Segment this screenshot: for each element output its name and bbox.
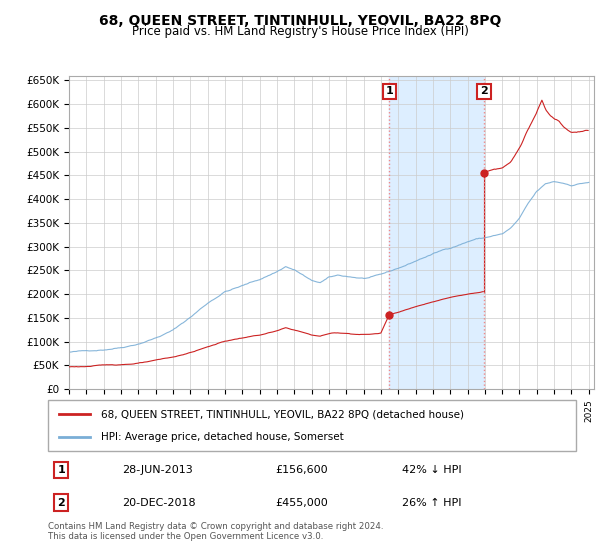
Text: 1: 1 xyxy=(58,465,65,475)
Text: 28-JUN-2013: 28-JUN-2013 xyxy=(122,465,193,475)
Text: 2: 2 xyxy=(58,498,65,507)
Text: 68, QUEEN STREET, TINTINHULL, YEOVIL, BA22 8PQ (detached house): 68, QUEEN STREET, TINTINHULL, YEOVIL, BA… xyxy=(101,409,464,419)
Text: 26% ↑ HPI: 26% ↑ HPI xyxy=(402,498,461,507)
Text: HPI: Average price, detached house, Somerset: HPI: Average price, detached house, Some… xyxy=(101,432,344,442)
Text: £455,000: £455,000 xyxy=(275,498,328,507)
Text: 68, QUEEN STREET, TINTINHULL, YEOVIL, BA22 8PQ: 68, QUEEN STREET, TINTINHULL, YEOVIL, BA… xyxy=(99,14,501,28)
Bar xyxy=(389,76,484,389)
Text: 2: 2 xyxy=(480,86,488,96)
Text: 1: 1 xyxy=(385,86,393,96)
Text: 42% ↓ HPI: 42% ↓ HPI xyxy=(402,465,461,475)
Text: Contains HM Land Registry data © Crown copyright and database right 2024.
This d: Contains HM Land Registry data © Crown c… xyxy=(48,522,383,542)
Text: Price paid vs. HM Land Registry's House Price Index (HPI): Price paid vs. HM Land Registry's House … xyxy=(131,25,469,38)
Text: 20-DEC-2018: 20-DEC-2018 xyxy=(122,498,196,507)
Text: £156,600: £156,600 xyxy=(275,465,328,475)
